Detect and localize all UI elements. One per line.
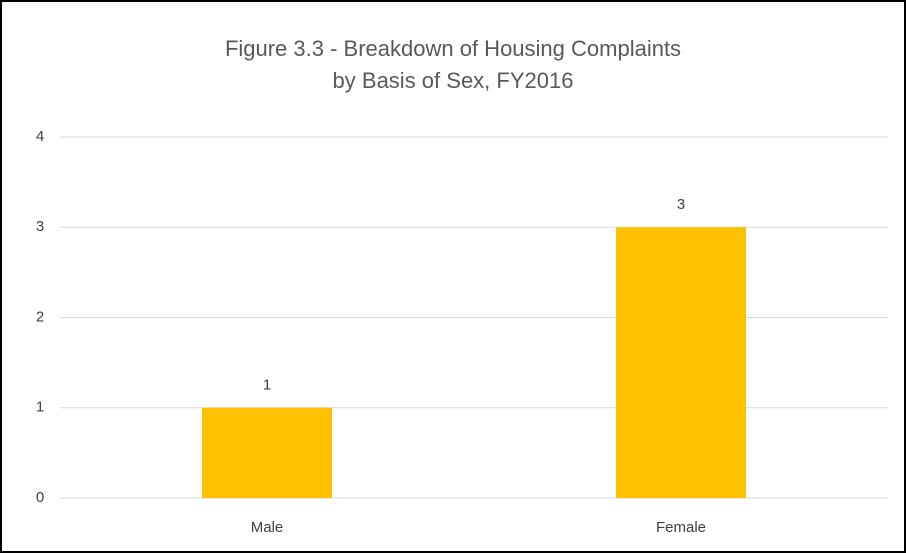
bar	[616, 227, 746, 498]
y-tick-label: 1	[36, 399, 44, 416]
x-tick-label: Male	[251, 519, 284, 536]
chart-title: by Basis of Sex, FY2016	[333, 68, 574, 93]
data-label: 1	[263, 377, 271, 394]
y-tick-label: 3	[36, 218, 44, 235]
bar	[202, 407, 332, 498]
y-tick-label: 2	[36, 308, 44, 325]
data-label: 3	[677, 196, 685, 213]
x-tick-label: Female	[656, 519, 706, 536]
y-tick-label: 0	[36, 489, 44, 506]
y-tick-label: 4	[36, 128, 44, 145]
chart-title: Figure 3.3 - Breakdown of Housing Compla…	[225, 36, 681, 61]
